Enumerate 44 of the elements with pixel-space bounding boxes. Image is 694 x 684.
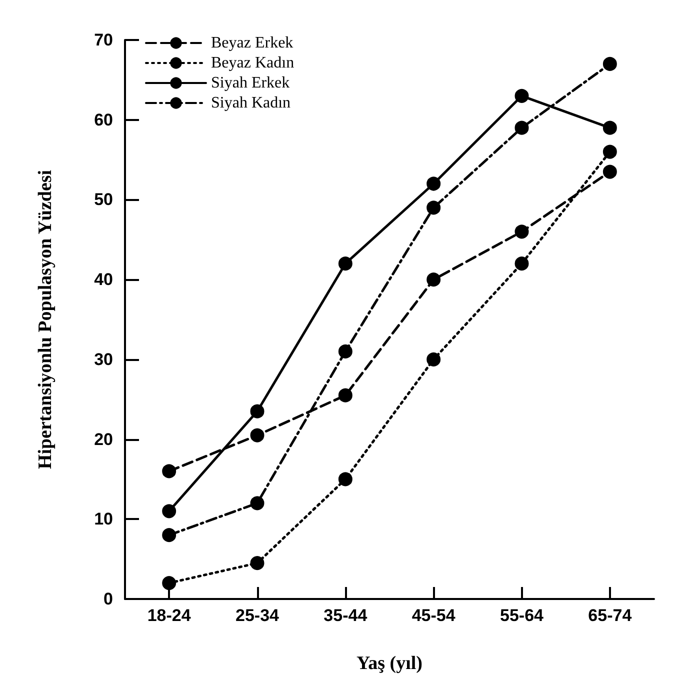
point	[514, 120, 529, 135]
legend-label: Siyah Erkek	[211, 74, 290, 92]
y-tick-label: 0	[104, 590, 113, 608]
point	[426, 200, 441, 215]
x-tick-label: 25-34	[236, 606, 280, 625]
point	[162, 576, 176, 590]
point	[162, 504, 176, 518]
point	[602, 144, 617, 159]
y-tick-label: 10	[94, 510, 113, 529]
legend-label: Siyah Kadın	[211, 94, 291, 112]
point	[338, 472, 352, 486]
point	[514, 88, 529, 103]
x-axis-title: Yaş (yıl)	[356, 653, 422, 674]
point	[426, 352, 441, 366]
x-tick-label: 18-24	[147, 606, 192, 625]
point	[602, 164, 617, 179]
y-axis-title: Hipertansiyonlu Populasyon Yüzdesi	[35, 170, 56, 470]
point	[602, 56, 617, 71]
point	[338, 256, 352, 271]
x-tick-label: 65-74	[588, 606, 632, 625]
point	[338, 344, 352, 358]
point	[338, 388, 352, 402]
point	[602, 120, 617, 135]
point	[162, 528, 176, 542]
y-tick-label: 40	[94, 270, 113, 290]
x-tick-label: 45-54	[412, 606, 456, 625]
y-tick-label: 60	[94, 110, 113, 130]
point	[162, 464, 176, 478]
y-tick-label: 70	[94, 30, 113, 50]
point	[426, 272, 441, 287]
y-tick-label: 20	[94, 430, 113, 449]
x-tick-label: 35-44	[324, 606, 368, 625]
legend-label: Beyaz Erkek	[211, 34, 294, 52]
point	[514, 256, 529, 271]
point	[514, 224, 529, 239]
x-tick-label: 55-64	[500, 606, 544, 625]
point	[250, 496, 264, 510]
point	[426, 176, 441, 191]
point	[250, 404, 264, 418]
point	[250, 556, 264, 570]
y-tick-label: 50	[94, 190, 113, 210]
y-tick-label: 30	[94, 350, 113, 369]
point	[250, 428, 264, 442]
legend-label: Beyaz Kadın	[211, 54, 294, 72]
